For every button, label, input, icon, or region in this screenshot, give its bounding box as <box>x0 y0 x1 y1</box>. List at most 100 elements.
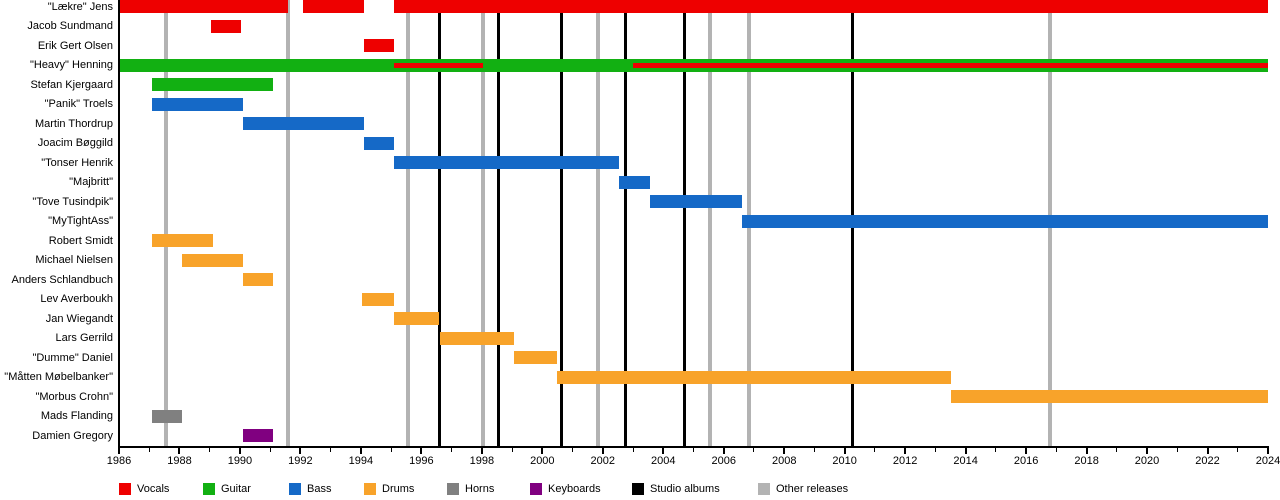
legend-label: Guitar <box>221 483 251 495</box>
x-axis-tick <box>390 448 392 452</box>
x-axis-tick <box>330 448 332 452</box>
x-axis-tick <box>1237 448 1239 452</box>
member-name: "Måtten Møbelbanker" <box>4 371 113 384</box>
tenure-bar-vocals <box>119 0 289 13</box>
x-axis-tick <box>693 448 694 452</box>
tenure-bar-bass <box>242 117 364 131</box>
legend-label: Keyboards <box>548 483 601 495</box>
member-name: Jacob Sundmand <box>27 20 113 33</box>
x-axis-tick <box>1116 448 1118 452</box>
tenure-bar-bass <box>741 214 1268 228</box>
legend-label: Bass <box>307 483 332 495</box>
x-axis-tick <box>1085 448 1088 454</box>
tenure-bar-drums <box>513 351 558 365</box>
other-release-line <box>405 0 410 446</box>
x-axis-tick <box>934 448 936 452</box>
tenure-bar-vocals <box>211 19 242 33</box>
x-axis-tick <box>783 448 786 454</box>
tenure-bar-drums <box>950 390 1268 404</box>
tenure-bar-drums <box>182 253 243 267</box>
x-axis-label: 2012 <box>892 455 918 467</box>
legend-swatch-other-releases <box>758 483 770 495</box>
member-name: Stefan Kjergaard <box>30 78 113 91</box>
tenure-bar-bass <box>649 195 742 209</box>
x-axis-label: 2018 <box>1074 455 1099 467</box>
legend-swatch-horns <box>447 483 459 495</box>
x-axis-label: 2020 <box>1134 455 1160 467</box>
tenure-bar-horns <box>152 409 183 423</box>
x-axis-tick <box>1055 448 1057 452</box>
other-release-line <box>596 0 601 446</box>
tenure-bar-bass <box>152 97 243 111</box>
x-axis-label: 1996 <box>409 455 434 467</box>
x-axis-tick <box>1146 448 1149 454</box>
x-axis-tick <box>178 448 181 454</box>
x-axis-tick <box>209 448 211 452</box>
x-axis-tick <box>1206 448 1209 454</box>
x-axis-label: 1990 <box>227 455 253 467</box>
x-axis-tick <box>480 448 483 454</box>
tenure-bar-drums <box>242 273 274 287</box>
member-name: Lev Averboukh <box>40 293 113 306</box>
member-name: Lars Gerrild <box>55 332 113 345</box>
x-axis-label: 2022 <box>1195 455 1220 467</box>
member-name: Erik Gert Olsen <box>37 39 113 52</box>
legend-label: Drums <box>382 483 415 495</box>
tenure-bar-drums <box>439 331 514 345</box>
tenure-bar-bass <box>619 175 650 189</box>
other-release-line <box>286 0 291 446</box>
studio-album-line <box>623 0 627 446</box>
other-release-line <box>163 0 168 446</box>
studio-album-line <box>682 0 686 446</box>
x-axis-label: 1992 <box>288 455 313 467</box>
legend-label: Studio albums <box>650 483 720 495</box>
x-axis-label: 2006 <box>711 455 736 467</box>
tenure-bar-vocals <box>363 39 395 53</box>
legend-label: Other releases <box>776 483 849 495</box>
x-axis-tick <box>541 448 544 454</box>
x-axis-label: 1994 <box>348 455 374 467</box>
tenure-bar-vocals <box>303 0 364 13</box>
tenure-bar-drums <box>394 312 440 326</box>
x-axis-tick <box>148 448 150 452</box>
member-name: Robert Smidt <box>48 234 113 247</box>
x-axis-tick <box>1176 448 1178 452</box>
tenure-bar-drums <box>557 370 951 384</box>
member-name: Martin Thordrup <box>34 117 113 130</box>
member-name: "Majbritt" <box>69 176 113 189</box>
x-axis-tick <box>995 448 997 452</box>
member-name: Mads Flanding <box>40 410 113 423</box>
x-axis-tick <box>269 448 271 452</box>
x-axis-tick <box>420 448 423 454</box>
x-axis-label: 2016 <box>1013 455 1039 467</box>
tenure-bar-vocals <box>394 0 1268 13</box>
tenure-bar-keyboards <box>242 429 274 443</box>
x-axis-label: 1986 <box>106 455 132 467</box>
x-axis-tick <box>451 448 453 452</box>
x-axis-label: 2010 <box>832 455 857 467</box>
y-axis <box>118 0 120 448</box>
x-axis-tick <box>813 448 815 452</box>
member-name: Anders Schlandbuch <box>11 273 113 286</box>
x-axis-tick <box>511 448 513 452</box>
x-axis-label: 2004 <box>651 455 676 467</box>
legend-swatch-guitar <box>203 483 215 495</box>
other-release-line <box>481 0 486 446</box>
tenure-bar-bass <box>363 136 395 150</box>
tenure-bar-drums <box>152 234 213 248</box>
x-axis-tick <box>632 448 634 452</box>
legend-label: Vocals <box>137 483 170 495</box>
member-name: Damien Gregory <box>32 429 113 442</box>
x-axis-tick <box>964 448 967 454</box>
tenure-bar-guitar <box>152 78 274 92</box>
x-axis-tick <box>601 448 604 454</box>
x-axis-label: 2000 <box>530 455 555 467</box>
x-axis-tick <box>843 448 846 454</box>
member-name: Jan Wiegandt <box>45 312 113 325</box>
x-axis-tick <box>722 448 725 454</box>
x-axis-tick <box>1267 448 1269 454</box>
tenure-bar-bass <box>394 156 620 170</box>
x-axis-label: 1988 <box>167 455 192 467</box>
